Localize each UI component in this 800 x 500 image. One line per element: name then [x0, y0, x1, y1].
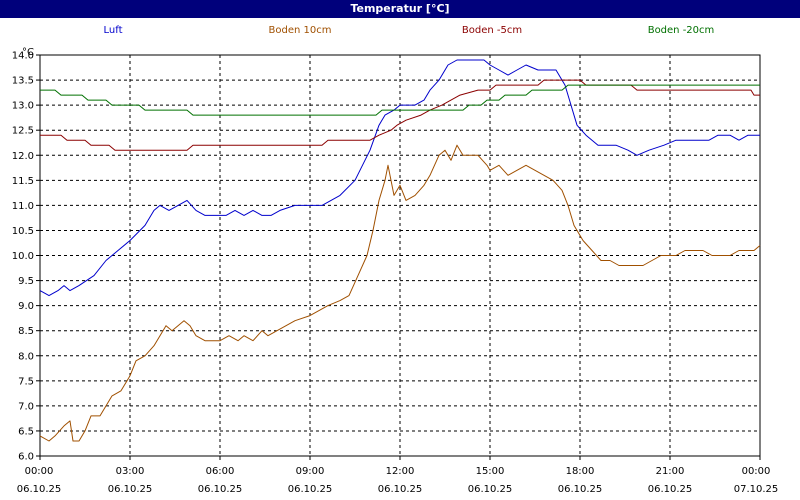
x-tick-time: 12:00	[386, 466, 415, 477]
y-tick-label: 12.5	[12, 126, 34, 137]
series-line-boden-10cm	[39, 144, 761, 442]
legend: Luft Boden 10cm Boden -5cm Boden -20cm	[104, 25, 715, 36]
y-tick-label: 11.5	[12, 176, 34, 187]
y-axis-label: °C	[22, 47, 34, 58]
x-tick-date: 07.10.25	[734, 484, 779, 495]
y-tick-label: 11.0	[12, 201, 34, 212]
y-tick-label: 12.0	[12, 151, 34, 162]
y-tick-label: 8.0	[18, 351, 34, 362]
x-tick-date: 06.10.25	[558, 484, 603, 495]
x-tick-time: 18:00	[566, 466, 595, 477]
x-axis: 00:00 06.10.25 03:00 06.10.25 06:00 06.10.25 0…	[17, 456, 779, 495]
temperature-chart: 6.0 6.5 7.0 7.5 8.0 8.5 9.0 9.5 10.0 10.5 11.0 11.5…	[12, 25, 779, 495]
y-tick-label: 10.5	[12, 226, 34, 237]
x-tick-time: 21:00	[656, 466, 685, 477]
series-line-luft	[39, 59, 760, 297]
y-tick-label: 13.0	[12, 101, 34, 112]
legend-item: Boden -20cm	[648, 25, 715, 36]
y-tick-label: 7.0	[18, 401, 34, 412]
y-tick-label: 10.0	[12, 251, 34, 262]
legend-item: Boden -5cm	[462, 25, 522, 36]
y-tick-label: 7.5	[18, 376, 34, 387]
x-tick-date: 06.10.25	[468, 484, 513, 495]
x-tick-time: 06:00	[206, 466, 235, 477]
series-line-boden-20cm	[40, 84, 760, 116]
y-tick-label: 6.5	[18, 426, 34, 437]
legend-item: Luft	[104, 25, 123, 36]
grid	[40, 55, 760, 456]
x-tick-date: 06.10.25	[648, 484, 693, 495]
x-tick-time: 09:00	[296, 466, 325, 477]
x-tick-date: 06.10.25	[17, 484, 62, 495]
window-title: Temperatur [°C]	[0, 0, 800, 18]
legend-item: Boden 10cm	[269, 25, 332, 36]
y-axis: 6.0 6.5 7.0 7.5 8.0 8.5 9.0 9.5 10.0 10.5 11.0 11.5…	[12, 51, 40, 463]
x-tick-time: 15:00	[476, 466, 505, 477]
x-tick-time: 00:00	[742, 466, 771, 477]
y-tick-label: 9.5	[18, 276, 34, 287]
x-tick-time: 00:00	[25, 466, 54, 477]
series-lines	[39, 59, 761, 442]
x-tick-date: 06.10.25	[378, 484, 423, 495]
x-tick-date: 06.10.25	[288, 484, 333, 495]
x-tick-date: 06.10.25	[198, 484, 243, 495]
y-tick-label: 6.0	[18, 452, 34, 463]
x-tick-date: 06.10.25	[108, 484, 153, 495]
series-line-boden-5cm	[40, 79, 760, 151]
y-tick-label: 8.5	[18, 326, 34, 337]
y-tick-label: 13.5	[12, 76, 34, 87]
y-tick-label: 14.0	[12, 51, 34, 62]
y-tick-label: 9.0	[18, 301, 34, 312]
x-tick-time: 03:00	[116, 466, 145, 477]
